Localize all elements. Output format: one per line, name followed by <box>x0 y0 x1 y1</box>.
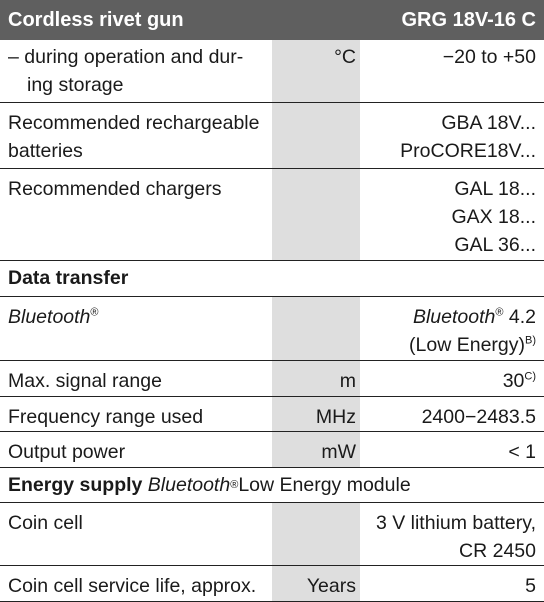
row-value: < 1 <box>508 441 536 463</box>
row-label: Max. signal range <box>8 370 162 392</box>
row-unit <box>272 503 360 565</box>
row-label: Coin cell service life, approx. <box>8 575 257 597</box>
section-heading-data-transfer: Data transfer <box>0 261 544 297</box>
row-label: Frequency range used <box>8 406 204 428</box>
table-row-output-power: Output power mW < 1 <box>0 432 544 468</box>
row-unit: Years <box>272 566 360 601</box>
row-label: Bluetooth® <box>8 306 99 328</box>
row-value: 5 <box>525 575 536 597</box>
row-unit: °C <box>272 40 360 102</box>
row-value: 3 V lithium battery, CR 2450 <box>375 512 536 562</box>
row-label: Output power <box>8 441 126 463</box>
row-value: Bluetooth® 4.2 (Low Energy)B) <box>409 306 536 356</box>
row-value: GAL 18... GAX 18... GAL 36... <box>451 178 536 256</box>
row-unit: mW <box>272 432 360 467</box>
table-row-bluetooth: Bluetooth® Bluetooth® 4.2 (Low Energy)B) <box>0 297 544 361</box>
product-model: GRG 18V-16 C <box>401 8 536 31</box>
product-name: Cordless rivet gun <box>8 8 184 31</box>
table-header: Cordless rivet gun GRG 18V-16 C <box>0 0 544 40</box>
row-unit <box>272 169 360 260</box>
table-row-storage-temp: – during operation and dur- ing storage … <box>0 40 544 103</box>
row-label: Recommended rechargeable batteries <box>8 112 260 162</box>
row-unit: m <box>272 361 360 396</box>
table-row-chargers: Recommended chargers GAL 18... GAX 18...… <box>0 169 544 261</box>
table-row-coin-cell: Coin cell 3 V lithium battery, CR 2450 <box>0 503 544 566</box>
row-unit: MHz <box>272 397 360 431</box>
row-value: 2400−2483.5 <box>421 406 536 428</box>
row-value: 30C) <box>502 370 536 392</box>
row-label: Recommended chargers <box>8 178 222 200</box>
table-row-frequency: Frequency range used MHz 2400−2483.5 <box>0 397 544 432</box>
section-heading-energy-supply: Energy supply Bluetooth ® Low Energy modu… <box>0 468 544 503</box>
table-row-service-life: Coin cell service life, approx. Years 5 <box>0 566 544 602</box>
row-unit <box>272 103 360 168</box>
row-value: GBA 18V... ProCORE18V... <box>400 112 536 162</box>
row-label: Coin cell <box>8 512 83 534</box>
row-value: −20 to +50 <box>442 46 536 68</box>
row-unit <box>272 297 360 360</box>
row-label: – during operation and dur- ing storage <box>8 46 244 96</box>
table-row-batteries: Recommended rechargeable batteries GBA 1… <box>0 103 544 169</box>
table-row-signal-range: Max. signal range m 30C) <box>0 361 544 397</box>
